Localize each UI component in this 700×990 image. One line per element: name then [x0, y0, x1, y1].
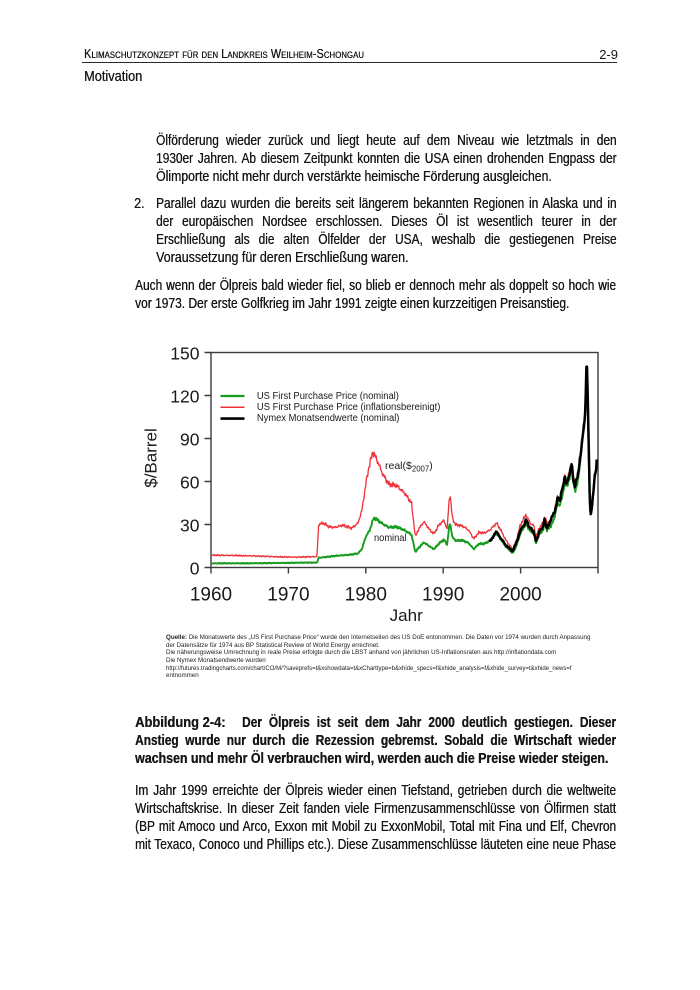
svg-text:90: 90: [180, 429, 200, 449]
svg-text:30: 30: [180, 515, 200, 535]
svg-text:Jahr: Jahr: [390, 606, 423, 625]
svg-text:2000: 2000: [499, 585, 541, 606]
svg-text:120: 120: [170, 386, 199, 406]
svg-text:$/Barrel: $/Barrel: [142, 428, 161, 488]
svg-text:1980: 1980: [345, 585, 387, 606]
svg-text:0: 0: [190, 558, 200, 578]
svg-text:nominal: nominal: [374, 532, 407, 544]
svg-text:60: 60: [180, 472, 200, 492]
svg-text:US First Purchase Price (nomin: US First Purchase Price (nominal): [257, 391, 399, 402]
svg-text:150: 150: [170, 343, 199, 363]
svg-text:US First Purchase Price (infla: US First Purchase Price (inflationsberei…: [257, 402, 441, 413]
svg-text:1970: 1970: [267, 585, 309, 606]
svg-text:1960: 1960: [190, 585, 232, 606]
svg-text:real($2007): real($2007): [385, 460, 433, 474]
svg-text:1990: 1990: [422, 585, 464, 606]
svg-text:Nymex Monatsendwerte (nominal): Nymex Monatsendwerte (nominal): [257, 413, 400, 424]
